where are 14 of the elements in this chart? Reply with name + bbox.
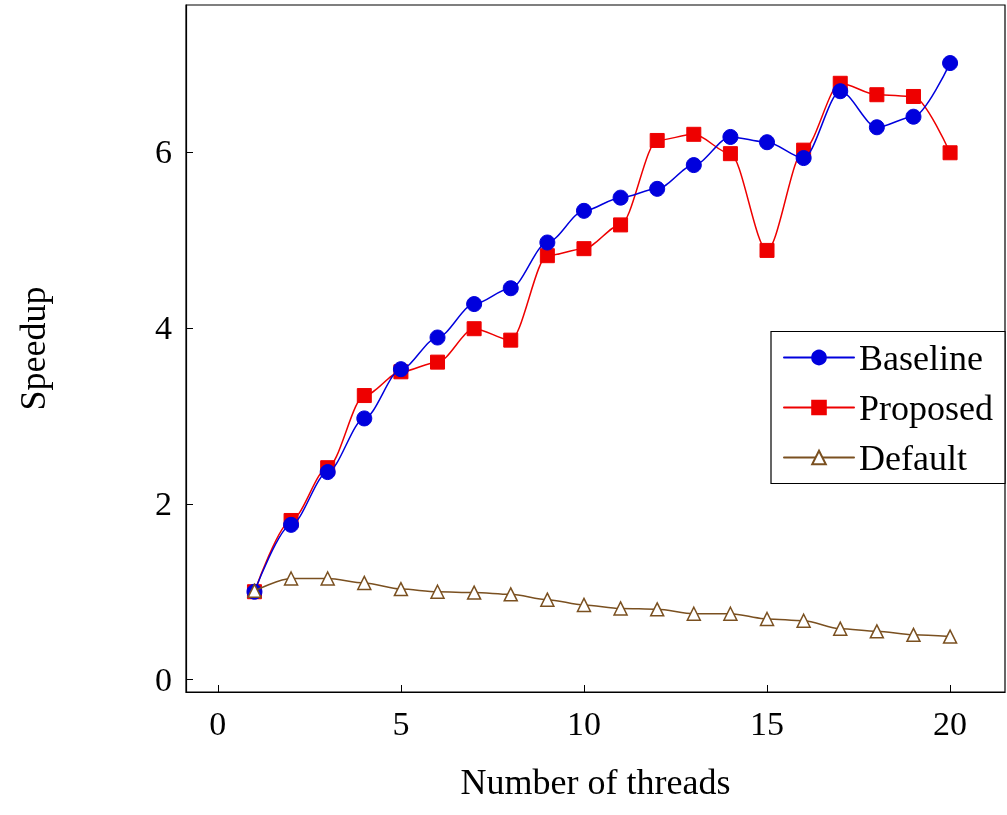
x-axis-title: Number of threads xyxy=(460,762,731,802)
x-tick-label: 5 xyxy=(392,704,410,742)
x-tick-label: 15 xyxy=(750,704,785,742)
y-tick-label: 6 xyxy=(155,133,172,171)
y-tick-label: 4 xyxy=(155,309,172,347)
x-tick-label: 10 xyxy=(566,704,601,742)
y-axis-title: Speedup xyxy=(13,286,53,411)
legend-label: Baseline xyxy=(859,337,983,378)
legend-label: Default xyxy=(859,437,967,478)
y-tick-label: 2 xyxy=(155,485,172,523)
x-tick-label: 0 xyxy=(209,704,227,742)
x-tick-label: 20 xyxy=(933,704,968,742)
legend-label: Proposed xyxy=(859,387,993,428)
y-tick-label: 0 xyxy=(155,661,172,699)
